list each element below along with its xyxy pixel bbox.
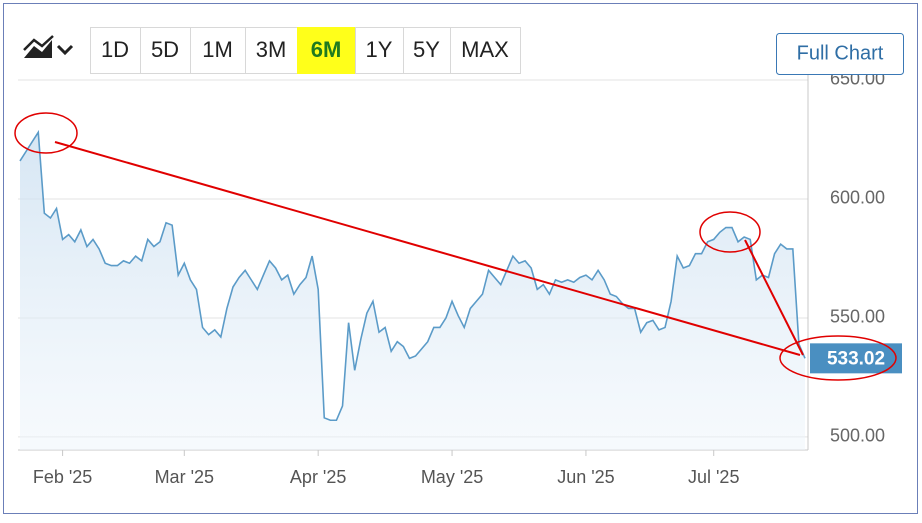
circle-annotation <box>699 211 761 253</box>
button-label: 1M <box>202 37 233 62</box>
chart-icon <box>23 35 54 51</box>
x-tick-label: Mar '25 <box>155 467 214 487</box>
chart-type-menu[interactable] <box>23 35 74 58</box>
range-button[interactable]: 1D <box>90 27 141 74</box>
button-frame <box>90 27 141 74</box>
annotations <box>14 112 897 381</box>
button-label: Full Chart <box>797 42 884 64</box>
x-tick-label: Jul '25 <box>688 467 739 487</box>
button-frame <box>190 27 246 74</box>
button-label: 3M <box>256 37 287 62</box>
range-button[interactable]: 1M <box>190 27 246 74</box>
area <box>20 132 805 450</box>
price-line <box>19 129 806 422</box>
range-button[interactable]: 3M <box>245 27 298 74</box>
x-tick-label: Feb '25 <box>33 467 92 487</box>
y-tick-label: 550.00 <box>830 307 885 327</box>
range-button[interactable]: 5D <box>140 27 191 74</box>
button-label: 1D <box>101 37 129 62</box>
button-frame <box>403 27 451 74</box>
range-button[interactable]: 5Y <box>403 27 451 74</box>
trend-line <box>744 239 804 356</box>
circle-annotation <box>14 112 78 154</box>
button-frame <box>776 33 904 75</box>
x-tick-label: Apr '25 <box>290 467 346 487</box>
y-tick-label: 600.00 <box>830 188 885 208</box>
button-label: MAX <box>461 37 509 62</box>
x-tick-label: May '25 <box>421 467 483 487</box>
trend-line <box>54 141 801 356</box>
chevron <box>56 44 74 56</box>
circle-annotation <box>779 335 897 381</box>
button-frame <box>297 27 356 74</box>
button-label: 6M <box>311 37 342 62</box>
range-button[interactable]: 6M <box>297 27 356 74</box>
y-tick-label: 500.00 <box>830 426 885 446</box>
range-button[interactable]: 1Y <box>355 27 404 74</box>
full-chart-button[interactable]: Full Chart <box>776 33 904 75</box>
last-price-label: 533.02 <box>827 348 885 369</box>
button-label: 5Y <box>413 37 440 62</box>
chart-icon <box>24 40 52 58</box>
range-toolbar: 1D 5D 1M 3M 6M 1Y 5Y MAX <box>90 27 521 74</box>
range-button[interactable]: MAX <box>450 27 521 74</box>
x-tick-label: Jun '25 <box>557 467 614 487</box>
button-frame <box>450 27 521 74</box>
button-label: 5D <box>151 37 179 62</box>
last-price-box <box>810 343 902 374</box>
button-frame <box>355 27 404 74</box>
button-label: 1Y <box>366 37 393 62</box>
